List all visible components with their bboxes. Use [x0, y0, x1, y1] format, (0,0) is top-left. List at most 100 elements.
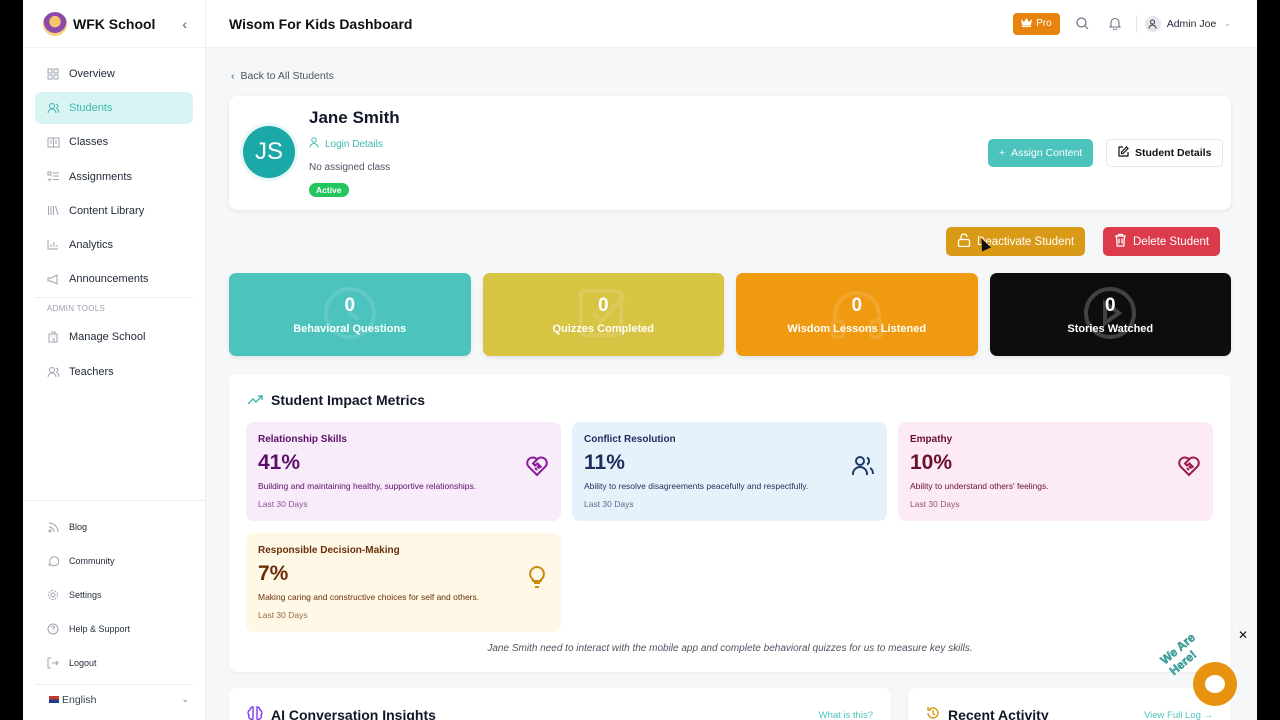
- sidebar-item-label: Logout: [69, 658, 97, 668]
- pro-label: Pro: [1036, 18, 1052, 29]
- student-details-label: Student Details: [1135, 147, 1212, 159]
- sidebar-item-label: Assignments: [69, 170, 132, 183]
- stat-label: Wisdom Lessons Listened: [787, 322, 927, 335]
- book-open-icon: [46, 135, 60, 149]
- sidebar-item-manage-school[interactable]: Manage School: [35, 321, 193, 353]
- sidebar-item-label: Community: [69, 556, 115, 566]
- back-label: Back to All Students: [240, 70, 334, 82]
- stat-label: Behavioral Questions: [293, 322, 407, 335]
- sidebar-item-assignments[interactable]: Assignments: [35, 161, 193, 193]
- brand: WFK School ‹: [23, 0, 205, 48]
- metric-card-conflict-resolution: Conflict Resolution 11% Ability to resol…: [572, 422, 887, 521]
- metric-period: Last 30 Days: [258, 499, 308, 509]
- chevron-left-icon[interactable]: ‹: [182, 15, 187, 32]
- metric-description: Building and maintaining healthy, suppor…: [258, 481, 477, 491]
- sidebar-item-help-support[interactable]: Help & Support: [35, 613, 193, 645]
- metric-title: Conflict Resolution: [584, 434, 676, 445]
- app-name: WFK School: [73, 15, 156, 32]
- sidebar-item-teachers[interactable]: Teachers: [35, 356, 193, 388]
- metric-title: Responsible Decision-Making: [258, 545, 400, 556]
- list-check-icon: [46, 170, 60, 184]
- pro-button[interactable]: Pro: [1013, 12, 1060, 35]
- trash-icon: [1114, 233, 1127, 250]
- ai-insights-title: AI Conversation Insights: [271, 706, 436, 720]
- chat-widget: We Are Here! ✕: [1158, 628, 1248, 706]
- impact-note: Jane Smith need to interact with the mob…: [487, 643, 973, 654]
- search-icon[interactable]: [1074, 15, 1092, 33]
- stat-value: 0: [597, 294, 609, 316]
- close-icon[interactable]: ✕: [1238, 628, 1249, 642]
- panel-title: AI Conversation Insights: [247, 706, 436, 720]
- bell-icon[interactable]: [1106, 15, 1124, 33]
- sidebar-item-community[interactable]: Community: [35, 545, 193, 577]
- sidebar-item-content-library[interactable]: Content Library: [35, 195, 193, 227]
- sidebar-item-label: Teachers: [69, 365, 114, 378]
- delete-student-button[interactable]: Delete Student: [1103, 227, 1221, 256]
- stat-card-stories-watched: 0 Stories Watched: [989, 273, 1231, 356]
- chat-bubble-icon: [46, 554, 60, 568]
- metric-value: 41%: [258, 451, 301, 474]
- help-circle-icon: [46, 622, 60, 636]
- metric-period: Last 30 Days: [910, 499, 960, 509]
- heart-handshake-icon: [1178, 456, 1200, 477]
- play-circle-icon: [1084, 287, 1137, 339]
- impact-metrics-section: Student Impact Metrics Relationship Skil…: [229, 374, 1231, 672]
- checkbox-icon: [579, 289, 627, 337]
- sidebar-item-logout[interactable]: Logout: [35, 647, 193, 679]
- login-details-link[interactable]: Login Details: [309, 137, 383, 151]
- sidebar-item-label: Analytics: [69, 238, 114, 251]
- stat-value: 0: [851, 294, 863, 316]
- users-icon: [46, 101, 60, 115]
- stat-card-behavioral-questions: 0 Behavioral Questions: [229, 273, 471, 356]
- student-profile-card: JS Jane Smith Login Details No assigned …: [229, 96, 1231, 210]
- language-selector[interactable]: English ⌄: [35, 684, 193, 714]
- sidebar-item-classes[interactable]: Classes: [35, 126, 193, 158]
- chevron-left-icon: ‹: [231, 70, 235, 82]
- school-icon: [46, 330, 60, 344]
- chat-open-button[interactable]: [1193, 662, 1237, 706]
- deactivate-student-button[interactable]: Deactivate Student: [946, 227, 1086, 256]
- sidebar: WFK School ‹ Overview Students Classes A…: [23, 0, 206, 720]
- sidebar-item-students[interactable]: Students: [35, 92, 193, 125]
- sidebar-item-label: Manage School: [69, 331, 146, 344]
- grid-icon: [46, 67, 60, 81]
- metric-value: 7%: [258, 562, 289, 585]
- stats-row: 0 Behavioral Questions 0 Quizzes Complet…: [229, 273, 1231, 356]
- student-details-button[interactable]: Student Details: [1106, 139, 1224, 167]
- page-title: Wisom For Kids Dashboard: [229, 15, 413, 32]
- sidebar-item-label: Overview: [69, 68, 115, 80]
- metric-description: Ability to resolve disagreements peacefu…: [584, 481, 809, 491]
- delete-label: Delete Student: [1133, 235, 1210, 248]
- heart-handshake-icon: [526, 456, 548, 477]
- assign-content-button[interactable]: + Assign Content: [988, 139, 1094, 167]
- view-full-log-link[interactable]: View Full Log →: [1144, 710, 1213, 720]
- sidebar-item-settings[interactable]: Settings: [35, 579, 193, 611]
- student-avatar: JS: [243, 126, 295, 178]
- sidebar-item-overview[interactable]: Overview: [35, 58, 193, 90]
- sidebar-item-label: Content Library: [69, 204, 145, 217]
- what-is-this-link[interactable]: What is this?: [818, 710, 873, 720]
- sidebar-item-label: Blog: [69, 522, 88, 532]
- avatar: [1144, 15, 1161, 32]
- plus-icon: +: [999, 147, 1006, 159]
- impact-title: Student Impact Metrics: [271, 392, 426, 408]
- chevron-down-icon: ⌄: [181, 694, 189, 704]
- recent-activity-title: Recent Activity: [948, 706, 1049, 720]
- status-badge: Active: [309, 183, 349, 197]
- user-name: Admin Joe: [1166, 17, 1217, 30]
- metric-card-relationship-skills: Relationship Skills 41% Building and mai…: [246, 422, 561, 521]
- sidebar-item-announcements[interactable]: Announcements: [35, 263, 193, 295]
- crown-icon: [1021, 17, 1033, 30]
- sidebar-item-blog[interactable]: Blog: [35, 511, 193, 543]
- sidebar-item-label: Classes: [69, 136, 109, 149]
- stat-card-quizzes-completed: 0 Quizzes Completed: [482, 273, 724, 356]
- trending-up-icon: [247, 392, 263, 408]
- metric-description: Making caring and constructive choices f…: [258, 592, 480, 602]
- sidebar-item-label: Help & Support: [69, 624, 131, 634]
- school-logo: [43, 11, 67, 36]
- megaphone-icon: [46, 272, 60, 286]
- back-link[interactable]: ‹ Back to All Students: [231, 70, 334, 82]
- user-menu[interactable]: Admin Joe ⌄: [1144, 15, 1231, 32]
- sidebar-item-analytics[interactable]: Analytics: [35, 229, 193, 261]
- ai-insights-panel: AI Conversation Insights What is this?: [229, 688, 891, 720]
